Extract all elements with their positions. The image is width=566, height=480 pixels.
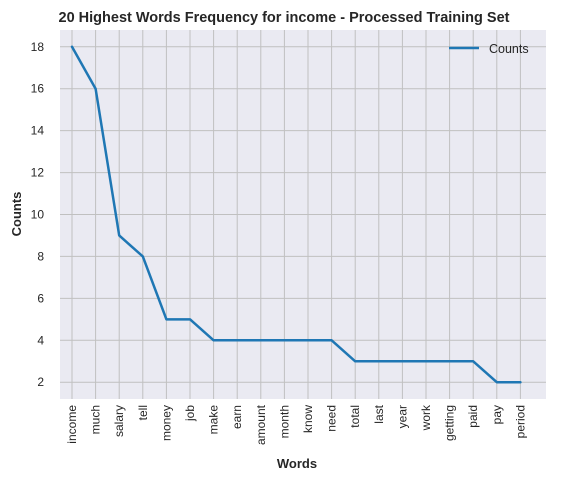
x-axis-ticks: income much salary tell money job make earn amou… [65,404,527,445]
x-tick-label: getting [443,405,457,441]
x-tick-label: last [372,404,386,423]
y-tick-label: 18 [31,40,45,54]
x-tick-label: money [159,405,173,441]
x-axis-label: Words [277,456,317,471]
x-tick-label: month [277,405,291,438]
x-tick-label: year [395,405,409,428]
chart-title: 20 Highest Words Frequency for income - … [59,10,510,26]
x-tick-label: tell [136,405,150,420]
x-tick-label: much [89,405,103,434]
legend: Counts [449,42,529,56]
x-tick-label: need [325,405,339,432]
x-tick-label: pay [490,405,504,424]
y-tick-label: 16 [31,82,45,96]
x-tick-label: job [183,405,197,422]
x-tick-label: salary [112,405,126,437]
x-tick-label: amount [254,404,268,445]
x-tick-label: income [65,405,79,444]
y-tick-label: 8 [37,249,44,263]
x-tick-label: know [301,405,315,433]
x-tick-label: make [207,405,221,435]
y-tick-label: 4 [37,333,44,347]
y-tick-label: 6 [37,291,44,305]
legend-label-counts: Counts [489,42,529,56]
series-group [70,45,522,384]
series-line-counts [70,45,522,384]
x-tick-label: total [348,405,362,428]
x-tick-label: period [513,405,527,438]
x-tick-label: earn [230,405,244,429]
y-tick-label: 14 [31,124,45,138]
y-axis-ticks: 2 4 6 8 10 12 14 16 18 [31,40,45,389]
y-tick-label: 12 [31,166,45,180]
x-tick-label: paid [466,405,480,428]
x-tick-label: work [419,404,433,431]
grid-lines [60,30,546,399]
y-axis-label: Counts [9,192,24,237]
y-tick-label: 2 [37,375,44,389]
y-tick-label: 10 [31,208,45,222]
